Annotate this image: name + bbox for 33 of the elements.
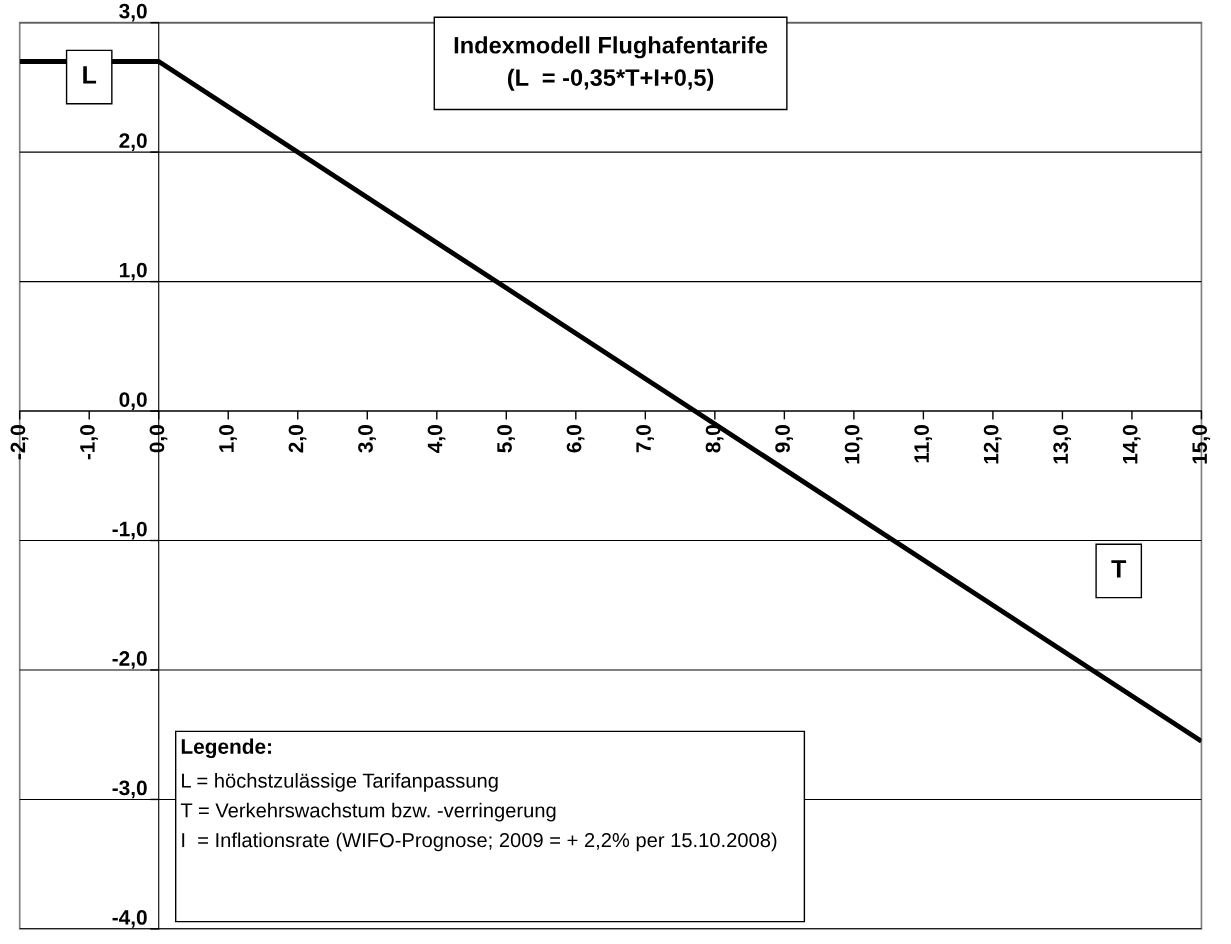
y-tick-label: -1,0	[112, 521, 147, 540]
x-tick-label: 10,0	[844, 425, 863, 464]
annotation: T = Verkehrswachstum bzw. -verringerung	[180, 802, 556, 822]
x-tick-label: 0,0	[149, 425, 168, 453]
x-tick-label: 14,0	[1122, 425, 1141, 464]
y-tick-label: -2,0	[112, 651, 147, 669]
x-tick-label: 4,0	[427, 425, 446, 453]
x-tick-label: 15,0	[1192, 425, 1211, 464]
x-tick-label: 13,0	[1053, 425, 1072, 464]
y-tick-label: -4,0	[112, 910, 147, 928]
annotation: T	[1111, 560, 1127, 578]
annotation: I = Inflationsrate (WIFO-Prognose; 2009 = + 2,2% per 15.10.2008)	[182, 832, 777, 852]
x-tick-label: 1,0	[219, 425, 237, 452]
x-tick-label: -2,0	[10, 425, 29, 460]
y-tick-label: 2,0	[119, 133, 147, 152]
x-tick-label: 11,0	[914, 425, 933, 463]
x-tick-label: -1,0	[80, 425, 98, 460]
x-tick-label: 12,0	[983, 425, 1002, 464]
annotation: Legende:	[181, 738, 272, 759]
text: Indexmodell Flughafentarife	[454, 36, 768, 59]
annotation: L = höchstzulässige Tarifanpassung	[182, 773, 498, 792]
y-tick-label: 3,0	[119, 3, 147, 22]
x-tick-label: 6,0	[566, 425, 585, 453]
text: (L = -0,35*T+I+0,5)	[507, 68, 714, 91]
annotation: L	[83, 66, 97, 84]
x-tick-label: 9,0	[775, 425, 793, 453]
y-tick-label: 1,0	[119, 262, 147, 281]
x-tick-label: 5,0	[497, 425, 515, 453]
y-tick-label: -3,0	[112, 780, 147, 799]
x-tick-label: 3,0	[358, 425, 376, 453]
x-tick-label: 2,0	[288, 425, 307, 453]
y-tick-label: 0,0	[119, 392, 147, 410]
x-tick-label: 7,0	[636, 425, 654, 453]
